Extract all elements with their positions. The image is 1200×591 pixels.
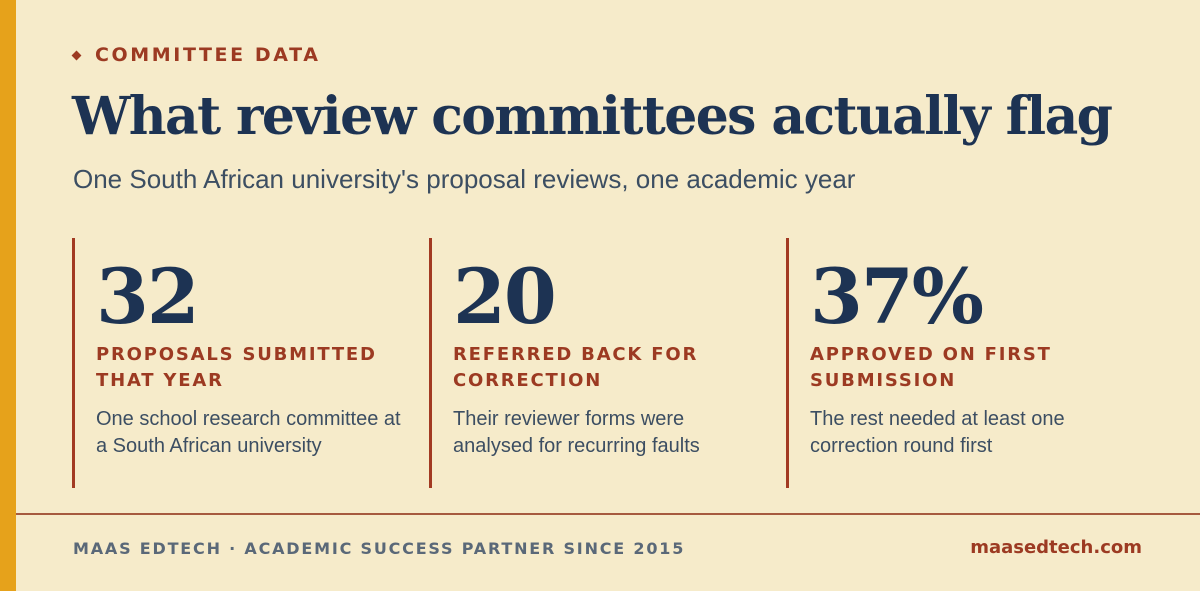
page-title: What review committees actually flag: [72, 86, 1113, 147]
stat-value: 20: [453, 252, 557, 341]
footer-divider: [16, 513, 1200, 515]
stat-proposals-submitted: 32 PROPOSALS SUBMITTED THAT YEAR One sch…: [72, 238, 402, 488]
stat-label: APPROVED ON FIRST SUBMISSION: [810, 344, 1052, 391]
footer-website: maasedtech.com: [970, 537, 1142, 558]
stat-value: 32: [96, 252, 200, 341]
diamond-icon: [71, 50, 82, 60]
stat-description: The rest needed at least one correction …: [810, 408, 1065, 457]
stat-referred-back: 20 REFERRED BACK FOR CORRECTION Their re…: [429, 238, 759, 488]
stat-description: Their reviewer forms were analysed for r…: [453, 408, 700, 457]
stat-label: REFERRED BACK FOR CORRECTION: [453, 344, 699, 391]
eyebrow-label: COMMITTEE DATA: [71, 44, 321, 66]
eyebrow-text: COMMITTEE DATA: [95, 44, 321, 66]
page-subtitle: One South African university's proposal …: [73, 164, 856, 194]
stat-label: PROPOSALS SUBMITTED THAT YEAR: [96, 344, 377, 391]
left-accent-bar: [0, 0, 16, 591]
stat-approved-first: 37% APPROVED ON FIRST SUBMISSION The res…: [786, 238, 1116, 488]
stat-value: 37%: [810, 252, 984, 341]
footer-brand-line: MAAS EDTECH · ACADEMIC SUCCESS PARTNER S…: [73, 539, 686, 558]
stat-description: One school research committee at a South…: [96, 408, 401, 457]
